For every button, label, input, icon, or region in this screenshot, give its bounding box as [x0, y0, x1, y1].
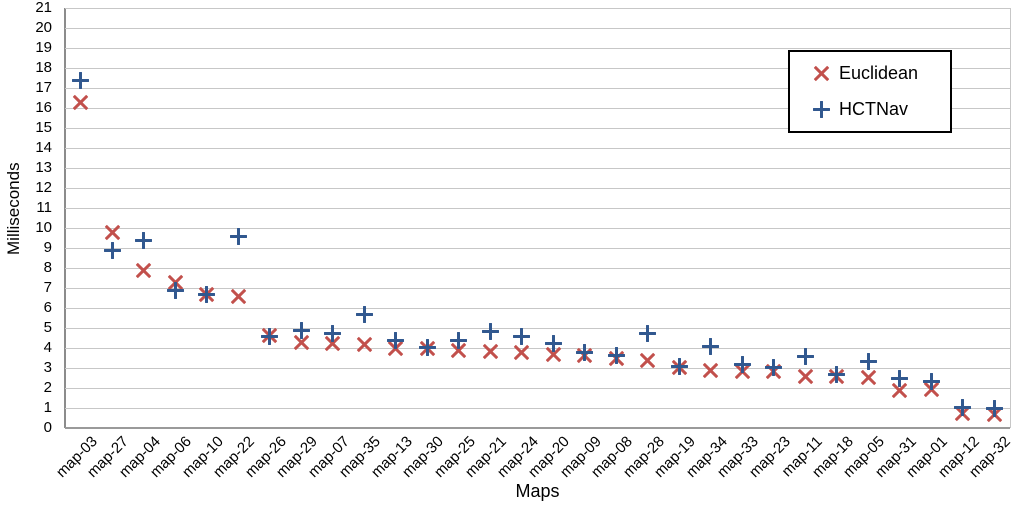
- marker-hctnav-map-09: [576, 343, 594, 361]
- gridline-y-11: [65, 208, 1010, 209]
- gridline-y-20: [65, 28, 1010, 29]
- y-tick-label-16: 16: [35, 99, 52, 116]
- y-tick-label-11: 11: [36, 199, 52, 216]
- y-tick-label-17: 17: [35, 79, 52, 96]
- marker-euclidean-map-19: [671, 359, 688, 375]
- marker-hctnav-map-06: [166, 281, 184, 299]
- gridline-y-8: [65, 268, 1010, 269]
- y-tick-label-2: 2: [43, 379, 52, 396]
- marker-hctnav-map-25: [450, 331, 468, 349]
- gridline-y-14: [65, 148, 1010, 149]
- marker-hctnav-map-19: [670, 357, 688, 375]
- marker-hctnav-map-30: [418, 338, 436, 356]
- marker-hctnav-map-34: [702, 337, 720, 355]
- marker-hctnav-map-31: [891, 369, 909, 387]
- y-tick-label-8: 8: [43, 259, 52, 276]
- marker-euclidean-map-27: [104, 224, 121, 240]
- gridline-y-2: [65, 388, 1010, 389]
- marker-euclidean-map-24: [513, 344, 530, 360]
- y-tick-label-1: 1: [43, 399, 52, 416]
- gridline-y-9: [65, 248, 1010, 249]
- marker-euclidean-map-18: [828, 368, 845, 384]
- hctnav-plus-marker-icon: [812, 100, 830, 118]
- y-tick-label-19: 19: [35, 39, 52, 56]
- y-tick-label-7: 7: [43, 279, 52, 296]
- marker-hctnav-map-13: [387, 331, 405, 349]
- gridline-y-7: [65, 288, 1010, 289]
- marker-hctnav-map-29: [292, 321, 310, 339]
- marker-hctnav-map-08: [607, 346, 625, 364]
- marker-euclidean-map-25: [450, 342, 467, 358]
- euclidean-x-marker-icon: [812, 65, 830, 83]
- y-tick-label-5: 5: [43, 319, 52, 336]
- marker-euclidean-map-05: [860, 369, 877, 385]
- y-tick-label-12: 12: [35, 179, 52, 196]
- marker-hctnav-map-26: [261, 327, 279, 345]
- x-axis-title: Maps: [65, 481, 1010, 502]
- plot-right-border: [1010, 8, 1011, 428]
- marker-euclidean-map-33: [734, 363, 751, 379]
- gridline-y-15: [65, 128, 1010, 129]
- gridline-y-10: [65, 228, 1010, 229]
- y-tick-label-4: 4: [43, 339, 52, 356]
- y-axis-line: [64, 8, 66, 428]
- y-tick-label-10: 10: [35, 219, 52, 236]
- y-tick-label-15: 15: [35, 119, 52, 136]
- legend-entry-hctnav: HCTNav: [812, 99, 950, 120]
- gridline-y-1: [65, 408, 1010, 409]
- y-tick-label-3: 3: [43, 359, 52, 376]
- legend-entry-euclidean: Euclidean: [812, 63, 950, 84]
- gridline-y-3: [65, 368, 1010, 369]
- marker-euclidean-map-01: [923, 381, 940, 397]
- marker-hctnav-map-24: [513, 327, 531, 345]
- marker-hctnav-map-23: [765, 358, 783, 376]
- marker-hctnav-map-33: [733, 355, 751, 373]
- y-tick-label-0: 0: [43, 419, 52, 436]
- legend: Euclidean HCTNav: [788, 50, 952, 133]
- marker-euclidean-map-08: [608, 350, 625, 366]
- marker-hctnav-map-05: [859, 352, 877, 370]
- gridline-y-4: [65, 348, 1010, 349]
- y-tick-label-14: 14: [35, 139, 52, 156]
- y-tick-label-18: 18: [35, 59, 52, 76]
- marker-hctnav-map-22: [229, 227, 247, 245]
- marker-hctnav-map-12: [954, 398, 972, 416]
- gridline-y-17: [65, 88, 1010, 89]
- marker-hctnav-map-21: [481, 322, 499, 340]
- gridline-y-18: [65, 68, 1010, 69]
- marker-euclidean-map-21: [482, 343, 499, 359]
- marker-euclidean-map-26: [261, 327, 278, 343]
- marker-euclidean-map-31: [891, 382, 908, 398]
- legend-label-euclidean: Euclidean: [839, 63, 919, 84]
- gridline-y-0: [65, 427, 1010, 429]
- gridline-y-5: [65, 328, 1010, 329]
- marker-euclidean-map-28: [639, 352, 656, 368]
- marker-euclidean-map-22: [230, 288, 247, 304]
- marker-euclidean-map-23: [765, 363, 782, 379]
- x-axis-title-text: Maps: [515, 481, 560, 501]
- marker-hctnav-map-01: [922, 372, 940, 390]
- legend-label-hctnav: HCTNav: [839, 98, 909, 119]
- y-tick-label-6: 6: [43, 299, 52, 316]
- gridline-y-21: [65, 8, 1010, 9]
- gridline-y-12: [65, 188, 1010, 189]
- marker-euclidean-map-35: [356, 336, 373, 352]
- marker-hctnav-map-11: [796, 347, 814, 365]
- marker-euclidean-map-11: [797, 368, 814, 384]
- marker-euclidean-map-04: [135, 262, 152, 278]
- y-tick-label-9: 9: [43, 239, 52, 256]
- marker-euclidean-map-09: [576, 347, 593, 363]
- marker-hctnav-map-04: [135, 231, 153, 249]
- marker-hctnav-map-03: [72, 71, 90, 89]
- gridline-y-6: [65, 308, 1010, 309]
- gridline-y-13: [65, 168, 1010, 169]
- gridline-y-16: [65, 108, 1010, 109]
- y-tick-label-21: 21: [35, 0, 52, 16]
- marker-hctnav-map-27: [103, 241, 121, 259]
- y-tick-label-20: 20: [35, 19, 52, 36]
- gridline-y-19: [65, 48, 1010, 49]
- y-tick-label-13: 13: [35, 159, 52, 176]
- marker-euclidean-map-34: [702, 362, 719, 378]
